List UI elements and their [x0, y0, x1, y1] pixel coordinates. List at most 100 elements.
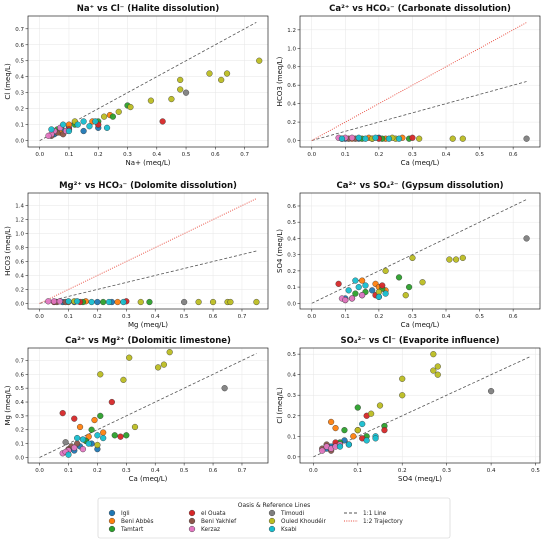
chart-panel-6: 0.0 0.1 0.2 0.3 0.4 0.5 0.0 0.1 0.2 0.3 0.4 0.5 SO₄²…: [276, 336, 540, 483]
data-point: [405, 283, 413, 291]
data-point: [328, 418, 335, 426]
x-tick-label: 0.3: [122, 314, 131, 320]
y-axis-label: HCO3 (meq/L): [4, 226, 12, 276]
y-tick-label: 0.7: [15, 358, 24, 364]
y-tick-label: 0.2: [287, 269, 296, 275]
data-point: [59, 410, 66, 417]
y-tick-label: 0.6: [15, 372, 24, 378]
data-point: [74, 298, 81, 305]
data-point: [159, 118, 166, 125]
data-point: [253, 298, 260, 306]
legend-label: Tamtart: [120, 527, 144, 533]
y-tick-label: 0.6: [287, 83, 296, 89]
data-point: [523, 135, 530, 142]
legend-label: 1:1 Line: [363, 511, 387, 517]
legend-label: Beni Abbès: [121, 518, 154, 525]
data-point: [358, 277, 366, 284]
legend-title: Oasis & Reference Lines: [238, 502, 311, 509]
y-tick-label: 0.0: [287, 455, 296, 461]
x-tick-label: 0.0: [35, 314, 44, 320]
reference-line-1-1: [39, 250, 257, 304]
data-point: [362, 135, 369, 142]
data-point: [372, 435, 379, 442]
data-point: [409, 254, 416, 261]
data-point: [181, 298, 188, 306]
x-tick-label: 0.4: [151, 468, 160, 474]
data-point: [88, 426, 95, 433]
series-timoudi: [523, 135, 530, 142]
data-point: [362, 282, 369, 289]
data-point: [221, 385, 228, 392]
data-point: [146, 298, 153, 306]
x-tick-label: 0.5: [180, 468, 189, 474]
data-point: [354, 427, 361, 434]
data-point: [381, 427, 388, 434]
y-tick-label: 0.6: [15, 43, 24, 49]
series-ksabi: [336, 420, 379, 450]
x-tick-label: 0.7: [240, 152, 249, 158]
data-point: [65, 127, 73, 135]
data-point: [402, 292, 409, 299]
legend-label: el Ouata: [201, 511, 226, 517]
x-tick-label: 0.6: [209, 314, 218, 320]
data-point: [395, 135, 403, 142]
y-tick-label: 0.5: [287, 352, 296, 358]
x-axis-label: SO4 (meq/L): [398, 475, 442, 483]
x-tick-label: 0.0: [309, 468, 318, 474]
data-point: [111, 432, 118, 439]
legend-label: Igli: [121, 511, 130, 517]
data-point: [376, 402, 384, 409]
legend-label: 1:2 Trajectory: [363, 519, 403, 525]
data-point: [341, 427, 348, 434]
data-point: [114, 298, 121, 306]
legend-item-timoudi: Timoudi: [268, 509, 305, 517]
x-tick-label: 0.0: [307, 152, 316, 158]
y-tick-label: 0.5: [287, 220, 296, 226]
data-point: [382, 267, 389, 274]
data-point: [137, 298, 144, 306]
legend-marker: [188, 525, 196, 533]
chart-title: Mg²⁺ vs HCO₃⁻ (Dolomite dissolution): [59, 181, 237, 191]
x-tick-label: 0.2: [94, 152, 103, 158]
y-axis-label: SO4 (meq/L): [276, 229, 284, 273]
data-point: [117, 433, 124, 440]
data-point: [350, 433, 357, 440]
data-point: [131, 423, 139, 431]
x-tick-label: 0.5: [475, 152, 484, 158]
y-tick-label: 0.0: [15, 455, 24, 461]
x-tick-label: 0.4: [442, 314, 451, 320]
x-tick-label: 0.0: [35, 152, 44, 158]
plot-frame: [27, 192, 269, 310]
data-point: [168, 95, 175, 103]
legend-marker: [108, 525, 116, 533]
y-tick-label: 0.8: [287, 65, 296, 71]
x-tick-label: 0.7: [238, 468, 247, 474]
series-ouled-khoud-ir: [375, 254, 466, 299]
legend-label: Timoudi: [280, 511, 305, 517]
y-tick-label: 0.4: [287, 236, 296, 242]
y-tick-label: 1.0: [287, 46, 296, 52]
series-ouled-khoud-ir: [354, 351, 441, 434]
series-kerzaz: [335, 134, 356, 141]
data-point: [65, 451, 72, 458]
data-point: [105, 298, 113, 306]
y-tick-label: 1.4: [15, 204, 24, 210]
x-tick-label: 0.6: [211, 152, 220, 158]
x-tick-label: 0.3: [408, 314, 417, 320]
x-tick-label: 0.1: [64, 468, 73, 474]
y-tick-label: 0.0: [15, 139, 24, 145]
data-point: [227, 298, 234, 306]
x-tick-label: 0.0: [35, 468, 44, 474]
data-point: [348, 134, 356, 141]
data-point: [177, 86, 184, 93]
data-point: [80, 118, 87, 125]
series-timoudi: [488, 388, 495, 395]
y-axis-label: Cl (meq/L): [4, 63, 12, 100]
data-point: [123, 432, 130, 439]
data-point: [94, 298, 101, 306]
x-tick-label: 0.1: [65, 152, 74, 158]
x-tick-label: 0.6: [209, 468, 218, 474]
series-ksabi: [65, 298, 127, 306]
x-axis-label: Ca (meq/L): [401, 159, 440, 167]
data-point: [416, 135, 423, 142]
